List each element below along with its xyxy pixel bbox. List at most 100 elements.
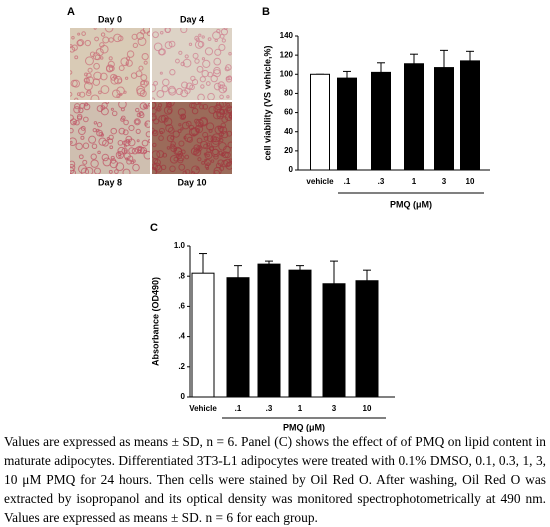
cell: [193, 144, 201, 151]
cell: [73, 106, 81, 114]
cell: [122, 168, 131, 174]
cell: [227, 75, 232, 81]
cell: [228, 112, 232, 119]
cell: [153, 80, 159, 86]
cell: [132, 163, 140, 172]
cell: [197, 93, 205, 100]
cell: [125, 62, 129, 66]
cell: [138, 112, 145, 119]
cell: [206, 122, 215, 131]
cell: [194, 124, 204, 134]
cell: [184, 54, 189, 59]
cell: [223, 28, 228, 30]
cell: [178, 163, 186, 171]
cell: [120, 117, 125, 122]
cell: [93, 62, 100, 70]
y-tick-label: 20: [284, 146, 293, 155]
cell: [128, 124, 135, 132]
cell: [167, 127, 175, 134]
cell: [212, 110, 222, 120]
cell: [147, 102, 150, 107]
cell: [205, 81, 211, 86]
y-tick-label: 120: [280, 50, 294, 59]
cell: [210, 159, 215, 163]
cell: [169, 69, 176, 76]
cell: [218, 102, 227, 108]
cell: [96, 122, 103, 128]
y-tick-label: 140: [280, 31, 294, 40]
cell: [123, 144, 127, 148]
x-tick-label: 1: [298, 404, 303, 413]
cell: [152, 162, 161, 171]
cell: [137, 37, 147, 46]
y-tick-label: 100: [280, 69, 294, 78]
cell: [146, 30, 150, 37]
cell: [163, 105, 173, 115]
cell: [118, 65, 125, 71]
cell: [105, 65, 114, 73]
cell: [70, 70, 73, 75]
cell: [164, 41, 173, 50]
caption: Values are expressed as means ± SD, n = …: [4, 434, 546, 525]
cell: [83, 77, 89, 83]
cell: [188, 42, 193, 46]
micrograph: [70, 102, 150, 174]
y-tick-label: 80: [284, 89, 293, 98]
cell: [184, 169, 191, 174]
cell: [131, 147, 139, 155]
cell: [116, 94, 121, 99]
cell: [142, 104, 148, 109]
cell: [226, 106, 232, 114]
cell: [91, 143, 98, 150]
y-axis-label: Absorbance (OD490): [150, 277, 160, 366]
cell: [118, 102, 127, 109]
cell: [74, 119, 80, 126]
cell: [204, 47, 214, 56]
cell: [169, 165, 176, 173]
cell: [195, 37, 200, 42]
cell: [192, 133, 196, 137]
cell: [159, 130, 163, 135]
x-tick-label: .3: [266, 404, 273, 413]
cell: [90, 94, 100, 100]
cell: [99, 42, 105, 48]
cell: [195, 167, 199, 171]
cell: [221, 130, 229, 139]
y-tick-label: .4: [178, 332, 185, 341]
cell: [208, 105, 217, 114]
cell: [78, 164, 88, 174]
cell: [178, 140, 185, 147]
cell: [185, 82, 194, 90]
cell: [219, 94, 224, 100]
cell: [228, 158, 232, 163]
cell: [77, 32, 81, 36]
cell: [156, 150, 165, 159]
cell: [76, 39, 84, 47]
panel-label: A: [67, 6, 75, 18]
bar: [355, 280, 379, 398]
cell: [84, 166, 94, 174]
cell: [80, 135, 85, 140]
cell: [193, 151, 197, 155]
cell: [196, 137, 203, 144]
cell: [80, 125, 86, 131]
cell: [207, 37, 212, 42]
cell: [159, 71, 163, 75]
x-tick-label: 3: [442, 177, 447, 186]
cell: [93, 121, 98, 125]
bar: [371, 71, 391, 171]
cell: [199, 76, 206, 83]
cell: [141, 139, 149, 147]
cell: [177, 129, 182, 134]
cell: [138, 65, 144, 71]
cell: [154, 164, 163, 173]
bar: [288, 269, 312, 398]
cell: [97, 150, 101, 155]
cell: [182, 58, 192, 68]
cell: [143, 80, 150, 86]
cell: [85, 90, 92, 97]
cell: [122, 129, 129, 136]
cell: [158, 135, 164, 141]
cell: [78, 127, 86, 136]
